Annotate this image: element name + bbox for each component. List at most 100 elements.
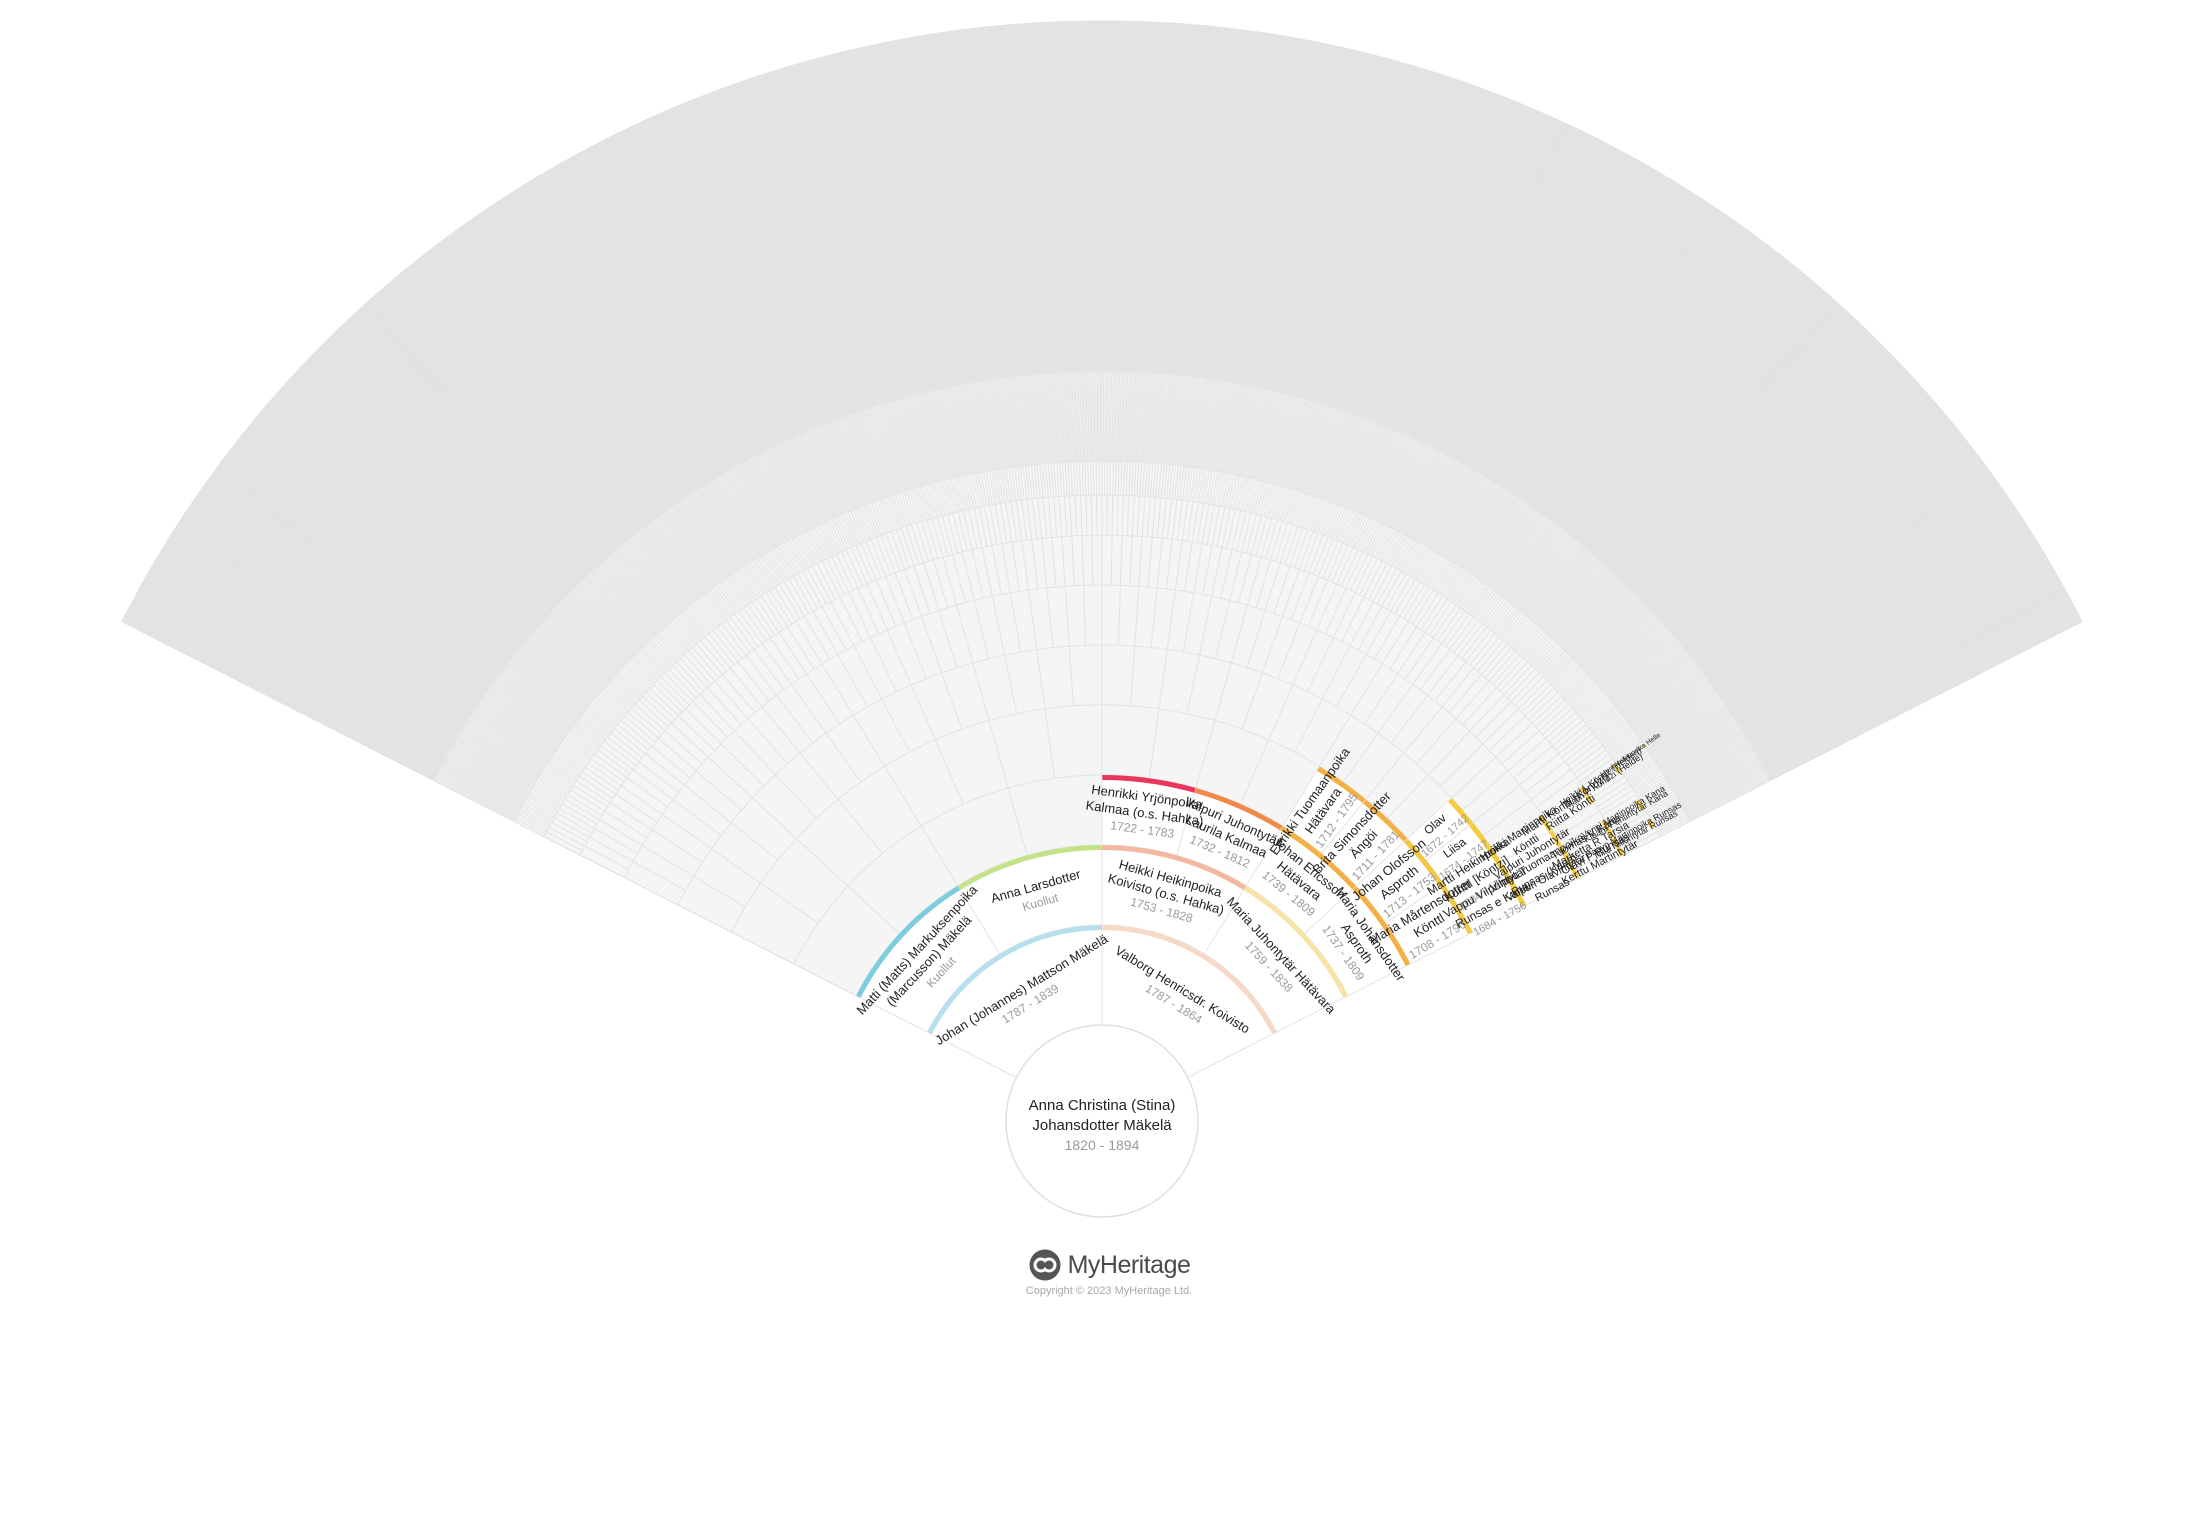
generation-slot-divider (847, 885, 900, 935)
generation-slot-divider (949, 478, 959, 512)
generation-slot-divider (1241, 512, 1252, 553)
generation-slot-divider (1277, 622, 1301, 679)
generation-slot-divider (1155, 463, 1160, 498)
generation-slot-divider (1186, 654, 1200, 714)
generation-slot-divider (956, 604, 974, 664)
generation-slot-divider (936, 516, 949, 556)
generation-slot-divider (925, 484, 936, 518)
generation-slot-divider (857, 587, 880, 634)
generation-slot-divider (685, 708, 722, 745)
generation-slot-divider (1290, 572, 1310, 620)
generation-slot-divider (1416, 592, 1439, 627)
generation-slot-divider (699, 694, 735, 732)
generation-slot-divider (1419, 649, 1451, 690)
generation-slot-divider (756, 598, 780, 633)
generation-slot-divider (1068, 646, 1074, 707)
generation-slot-divider (728, 576, 749, 606)
generation-slot-divider (1220, 549, 1233, 599)
generation-slot-divider (1216, 507, 1226, 547)
generation-slot-divider (798, 534, 816, 566)
generation-slot-divider (1097, 260, 1100, 372)
generation-slot-divider (1238, 554, 1252, 603)
generation-slot-divider (709, 589, 731, 618)
generation-slot-divider (1253, 480, 1263, 514)
generation-slot-divider (922, 485, 933, 519)
generation-slot-divider (1150, 587, 1158, 648)
generation-slot-divider (1179, 466, 1185, 500)
generation-slot-divider (889, 495, 902, 529)
generation-slot-divider (1261, 616, 1284, 673)
generation-slot-divider (834, 517, 850, 549)
generation-slot-divider (618, 670, 645, 695)
generation-slot-divider (983, 471, 991, 506)
generation-slot-divider (1184, 541, 1193, 592)
generation-slot-divider (744, 565, 764, 595)
generation-slot-divider (1318, 714, 1352, 767)
generation-slot-divider (521, 805, 552, 823)
generation-slot-divider (1437, 607, 1462, 641)
generation-slot-divider (683, 784, 732, 824)
generation-slot-divider (571, 727, 600, 749)
generation-slot-divider (700, 596, 723, 625)
generation-slot-divider (1394, 578, 1416, 614)
generation-slot-divider (1266, 484, 1277, 518)
generation-slot-divider (860, 506, 874, 539)
generation-slot-divider (682, 610, 706, 638)
generation-slot-divider (550, 757, 580, 777)
generation-slot-divider (1022, 465, 1028, 500)
generation-slot-divider (1136, 461, 1140, 497)
generation-slot-divider (997, 469, 1004, 503)
generation-slot-divider (634, 703, 666, 732)
generation-slot-divider (1268, 684, 1294, 741)
generation-slot-divider (1240, 477, 1249, 511)
generation-slot-divider (1240, 739, 1270, 805)
generation-slot-divider (1558, 728, 1591, 755)
generation-slot-divider (931, 518, 944, 558)
generation-slot-divider (711, 848, 761, 884)
generation-slot-divider (1130, 646, 1136, 707)
generation-slot-divider (821, 605, 847, 651)
generation-slot-divider (1091, 535, 1094, 586)
generation-slot-divider (1475, 701, 1512, 738)
generation-slot-divider (628, 660, 654, 685)
generation-slot-divider (795, 621, 823, 665)
generation-slot-divider (1545, 711, 1577, 739)
generation-slot-divider (729, 617, 755, 650)
generation-slot-divider (952, 477, 962, 512)
generation-slot-divider (847, 511, 862, 544)
generation-slot-divider (583, 711, 612, 734)
generation-slot-divider (626, 777, 668, 808)
generation-slot-divider (816, 525, 833, 557)
generation-slot-divider (801, 533, 818, 564)
generation-slot-divider (813, 526, 830, 558)
generation-slot-divider (622, 666, 649, 691)
generation-slot-divider (802, 570, 823, 607)
generation-slot-divider (714, 680, 749, 719)
generation-slot-divider (1579, 758, 1613, 783)
generation-slot-divider (850, 547, 868, 585)
generation-slot-divider (830, 601, 855, 647)
generation-slot-divider (573, 784, 608, 808)
generation-slot-divider (875, 537, 891, 575)
generation-slot-divider (1270, 521, 1283, 560)
generation-slot-divider (1198, 596, 1213, 656)
generation-slot-divider (1307, 637, 1334, 692)
generation-slot-divider (1389, 626, 1418, 670)
generation-slot-divider (1449, 617, 1475, 650)
generation-slot-divider (553, 752, 583, 773)
generation-slot-divider (722, 674, 756, 713)
generation-slot-divider (1573, 749, 1607, 775)
generation-slot-divider (1011, 541, 1020, 592)
generation-slot-divider (1147, 462, 1151, 497)
generation-slot-divider (853, 645, 883, 700)
generation-slot-divider (1084, 461, 1087, 496)
generation-slot-divider (546, 764, 576, 784)
generation-slot-divider (1231, 510, 1242, 550)
generation-slot-divider (968, 509, 978, 549)
generation-slot-divider (660, 676, 690, 706)
generation-slot-divider (580, 715, 608, 738)
generation-slot-divider (1126, 495, 1130, 536)
generation-slot-divider (1156, 497, 1162, 538)
generation-slot-divider (582, 771, 616, 795)
generation-slot-divider (663, 627, 687, 654)
